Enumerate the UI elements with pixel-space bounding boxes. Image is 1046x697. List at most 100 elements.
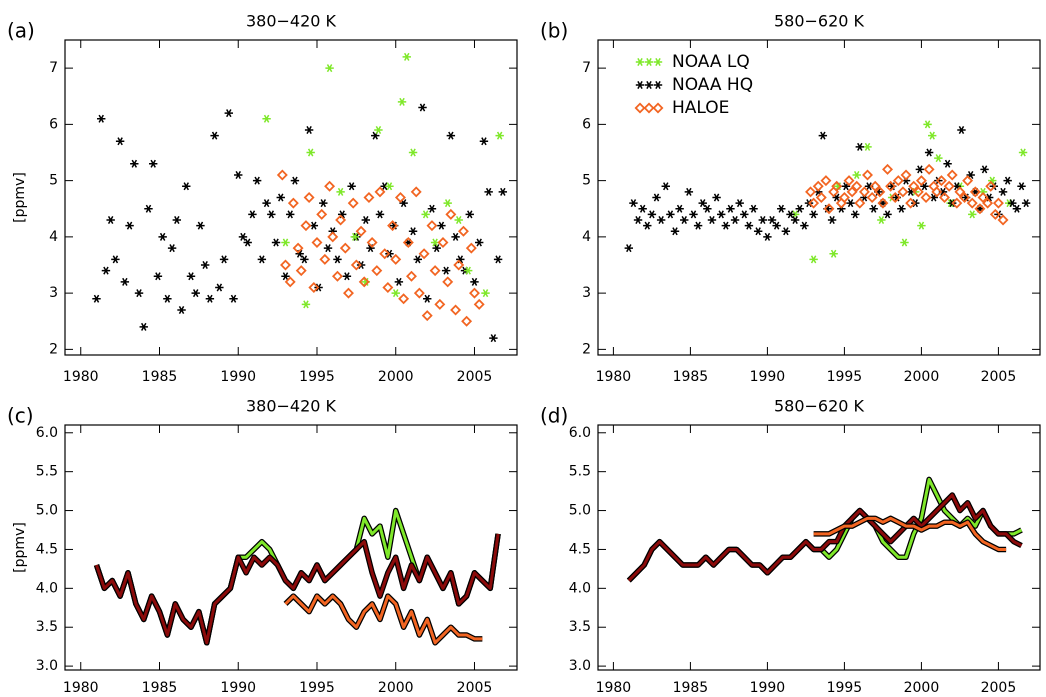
- diamond-marker: [997, 214, 1009, 226]
- diamond-marker: [437, 237, 449, 248]
- diamond-marker: [943, 180, 955, 192]
- diamond-marker: [869, 180, 881, 192]
- y-tick-label: 3.0: [569, 658, 591, 674]
- asterisk-marker: [134, 289, 144, 298]
- legend-marker: [634, 102, 646, 114]
- diamond-marker: [920, 192, 932, 203]
- asterisk-marker: [465, 210, 474, 219]
- diamond-marker: [866, 192, 878, 203]
- y-tick-label: 5: [582, 173, 591, 189]
- asterisk-marker: [196, 221, 205, 230]
- diamond-marker: [418, 248, 430, 260]
- x-tick-label: 2000: [378, 369, 414, 385]
- asterisk-marker: [286, 210, 295, 219]
- asterisk-marker: [167, 244, 177, 253]
- asterisk-marker: [281, 272, 290, 281]
- asterisk-marker: [397, 97, 407, 106]
- asterisk-marker: [689, 210, 698, 219]
- asterisk-marker: [740, 210, 749, 219]
- asterisk-marker: [336, 187, 345, 196]
- line: [284, 594, 483, 645]
- asterisk-marker: [463, 266, 473, 275]
- diamond-marker: [343, 287, 354, 299]
- diamond-marker: [366, 237, 378, 248]
- asterisk-marker: [475, 238, 484, 247]
- asterisk-marker: [484, 187, 493, 196]
- diamond-marker: [885, 180, 897, 192]
- diamond-marker: [308, 282, 320, 293]
- diamond-marker: [823, 203, 835, 215]
- x-tick-label: 1995: [299, 369, 335, 385]
- y-tick-label: 6: [49, 116, 58, 132]
- asterisk-marker: [638, 204, 647, 213]
- x-tick-label: 1980: [596, 680, 632, 696]
- asterisk-marker: [262, 114, 271, 123]
- diamond-marker: [371, 265, 383, 277]
- diamond-marker: [815, 192, 827, 203]
- asterisk-marker: [924, 148, 934, 157]
- diamond-marker: [951, 197, 963, 209]
- diamond-marker: [355, 225, 367, 237]
- plot-area: [624, 120, 1031, 264]
- asterisk-marker: [418, 103, 427, 112]
- asterisk-marker: [306, 148, 315, 157]
- diamond-marker: [915, 175, 927, 187]
- y-tick-label: 3.0: [36, 658, 58, 674]
- asterisk-marker: [790, 215, 800, 225]
- asterisk-marker: [139, 322, 148, 331]
- asterisk-marker: [915, 165, 925, 174]
- legend-marker: [635, 80, 645, 90]
- panel: (c) 380−420 K [ppmv] 1980 1985 1990 1995 2000 20…: [7, 397, 518, 696]
- diamond-marker: [469, 287, 480, 299]
- line: [813, 516, 1007, 551]
- legend-label: NOAA LQ: [672, 52, 750, 72]
- diamond-marker: [858, 186, 870, 198]
- diamond-marker: [402, 237, 414, 248]
- asterisk-marker: [111, 255, 120, 264]
- y-tick-label: 3: [49, 285, 58, 301]
- asterisk-marker: [177, 305, 186, 315]
- panel-label: (c): [7, 404, 34, 428]
- panel-title: 580−620 K: [774, 12, 865, 31]
- diamond-marker: [311, 237, 323, 248]
- y-tick-label: 2: [582, 341, 591, 357]
- asterisk-marker: [809, 210, 818, 219]
- asterisk-marker: [758, 215, 767, 225]
- diamond-marker: [473, 298, 485, 310]
- x-tick-label: 1980: [63, 369, 99, 385]
- asterisk-marker: [262, 199, 271, 208]
- x-tick-label: 1985: [142, 369, 178, 385]
- y-tick-label: 4.0: [36, 580, 58, 596]
- y-tick-label: 4: [582, 229, 591, 245]
- y-axis-label: [ppmv]: [12, 522, 28, 573]
- asterisk-marker: [680, 215, 689, 225]
- diamond-marker: [985, 180, 997, 192]
- diamond-marker: [324, 180, 336, 192]
- diamond-marker: [303, 192, 315, 203]
- y-tick-label: 7: [49, 60, 58, 76]
- asterisk-marker: [809, 255, 818, 264]
- asterisk-marker: [800, 221, 809, 230]
- diamond-marker: [862, 169, 873, 181]
- x-tick-label: 1990: [220, 369, 256, 385]
- x-tick-label: 1990: [750, 369, 786, 385]
- diamond-marker: [457, 225, 469, 237]
- diamond-marker: [874, 186, 886, 198]
- asterisk-marker: [186, 272, 196, 281]
- asterisk-marker: [182, 182, 191, 191]
- asterisk-marker: [717, 210, 726, 219]
- y-tick-label: 5: [49, 173, 58, 189]
- asterisk-marker: [120, 277, 130, 286]
- x-tick-label: 1980: [63, 680, 99, 696]
- plot-frame: [597, 39, 1041, 356]
- asterisk-marker: [863, 142, 872, 151]
- y-tick-label: 5.5: [569, 464, 591, 480]
- diamond-marker: [831, 180, 843, 192]
- diamond-marker: [295, 265, 307, 277]
- asterisk-marker: [375, 210, 385, 219]
- asterisk-marker: [684, 187, 694, 196]
- asterisk-marker: [257, 255, 267, 264]
- asterisk-marker: [661, 182, 670, 191]
- asterisk-marker: [224, 109, 233, 118]
- diamond-marker: [846, 186, 858, 198]
